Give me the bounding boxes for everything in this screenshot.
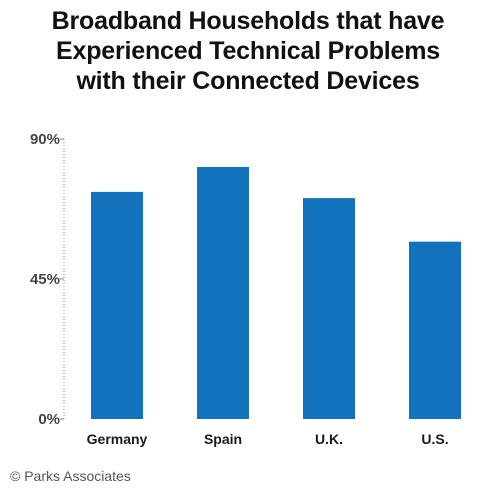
bar-germany xyxy=(91,191,143,419)
bar-uk xyxy=(303,198,355,419)
y-tick-label: 0% xyxy=(38,411,60,428)
chart-title-line-2: Experienced Technical Problems xyxy=(56,37,440,65)
bar-us xyxy=(409,241,461,419)
chart-title-line-1: Broadband Households that have xyxy=(51,7,445,35)
y-tick-label: 90% xyxy=(30,131,60,148)
bar-spain xyxy=(197,167,249,419)
x-category-label: Spain xyxy=(204,431,242,447)
x-category-label: Germany xyxy=(87,431,148,447)
y-tick-label: 45% xyxy=(30,271,60,288)
chart-title-line-3: with their Connected Devices xyxy=(76,67,420,95)
chart-title: Broadband Households that have Experienc… xyxy=(0,6,496,96)
x-category-label: U.S. xyxy=(421,431,448,447)
x-category-label: U.K. xyxy=(315,431,343,447)
source-credit: © Parks Associates xyxy=(10,468,131,484)
